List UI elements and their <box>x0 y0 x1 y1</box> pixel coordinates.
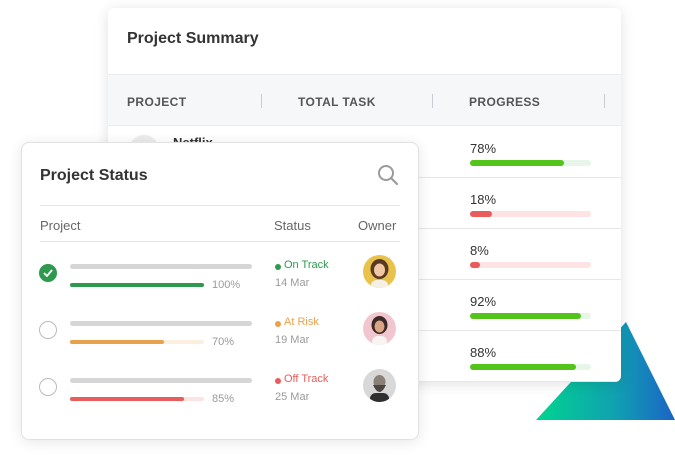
summary-table-header: PROJECT TOTAL TASK PROGRESS <box>108 74 621 126</box>
progress-percent: 85% <box>212 393 235 405</box>
summary-title: Project Summary <box>127 30 259 47</box>
status-dot-icon <box>275 378 281 384</box>
project-name-placeholder <box>70 378 252 383</box>
list-item[interactable]: 70% At Risk 19 Mar <box>22 312 418 377</box>
checked-circle-icon[interactable] <box>39 264 57 282</box>
progress-bar <box>470 160 591 166</box>
project-status-card: Project Status Project Status Owner 100%… <box>21 142 419 440</box>
progress-fill <box>470 211 492 217</box>
header-owner: Owner <box>358 218 397 233</box>
status-date: 19 Mar <box>275 334 310 346</box>
progress-percent: 92% <box>470 294 497 309</box>
progress-percent: 88% <box>470 345 497 360</box>
progress-fill <box>70 283 204 287</box>
status-date: 14 Mar <box>275 277 310 289</box>
project-name-placeholder <box>70 321 252 326</box>
list-item[interactable]: 85% Off Track 25 Mar <box>22 369 418 434</box>
progress-percent: 70% <box>212 336 235 348</box>
list-item[interactable]: 100% On Track 14 Mar <box>22 255 418 320</box>
status-dot-icon <box>275 264 281 270</box>
progress-percent: 8% <box>470 243 489 258</box>
progress-fill <box>470 313 582 319</box>
progress-percent: 78% <box>470 141 497 156</box>
progress-percent: 18% <box>470 192 497 207</box>
search-icon[interactable] <box>377 164 399 186</box>
progress-bar <box>470 364 591 370</box>
status-date: 25 Mar <box>275 391 310 403</box>
column-separator <box>432 94 433 108</box>
status-badge: On Track <box>284 259 329 271</box>
column-separator <box>604 94 605 108</box>
status-dot-icon <box>275 321 281 327</box>
column-header-progress[interactable]: PROGRESS <box>469 95 541 109</box>
header-status: Status <box>274 218 311 233</box>
progress-bar <box>70 283 204 287</box>
divider <box>40 205 400 206</box>
progress-fill <box>470 160 565 166</box>
status-badge: Off Track <box>284 373 329 385</box>
column-header-total-task[interactable]: TOTAL TASK <box>298 95 376 109</box>
unchecked-circle-icon[interactable] <box>39 378 57 396</box>
progress-bar <box>470 262 591 268</box>
progress-bar <box>470 211 591 217</box>
progress-fill <box>70 340 164 344</box>
progress-bar <box>70 397 204 401</box>
progress-percent: 100% <box>212 279 241 291</box>
progress-bar <box>470 313 591 319</box>
status-title: Project Status <box>40 167 148 184</box>
unchecked-circle-icon[interactable] <box>39 321 57 339</box>
progress-fill <box>470 262 480 268</box>
owner-avatar[interactable] <box>363 255 396 288</box>
divider <box>40 241 400 242</box>
progress-fill <box>70 397 184 401</box>
progress-fill <box>470 364 577 370</box>
progress-bar <box>70 340 204 344</box>
column-separator <box>261 94 262 108</box>
header-project: Project <box>40 218 81 233</box>
project-name-placeholder <box>70 264 252 269</box>
status-badge: At Risk <box>284 316 319 328</box>
owner-avatar[interactable] <box>363 369 396 402</box>
owner-avatar[interactable] <box>363 312 396 345</box>
column-header-project[interactable]: PROJECT <box>127 95 187 109</box>
